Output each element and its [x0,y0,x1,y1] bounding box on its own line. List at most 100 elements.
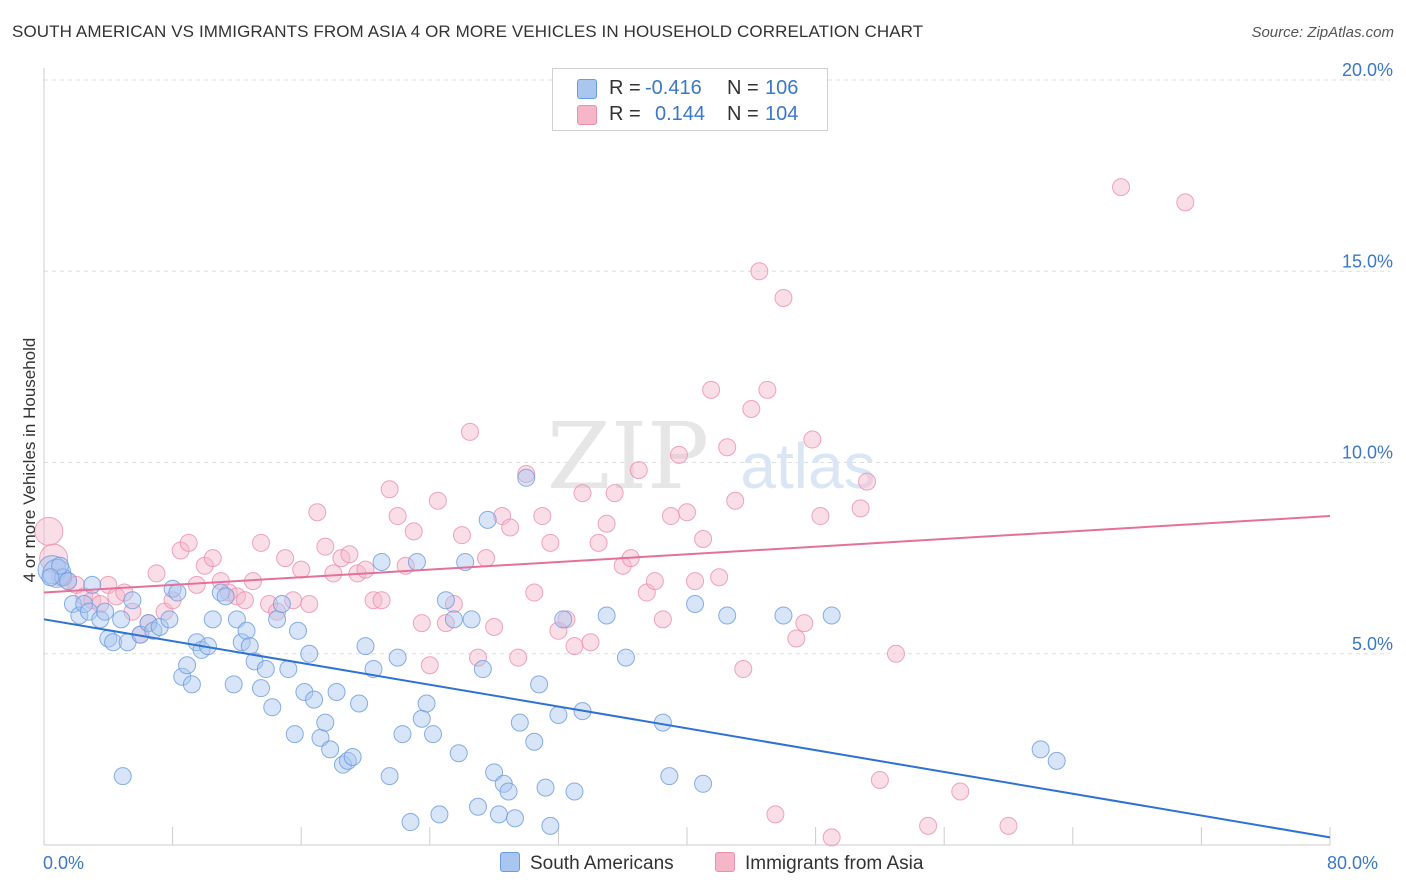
point-immigrants-from-asia [147,564,166,583]
point-south-americans [499,782,518,801]
point-south-americans [469,797,488,816]
point-south-americans [173,667,192,686]
point-immigrants-from-asia [316,537,335,556]
point-immigrants-from-asia [452,526,471,545]
point-south-americans [694,774,713,793]
point-immigrants-from-asia [485,617,504,636]
point-immigrants-from-asia [951,782,970,801]
point-immigrants-from-asia [803,430,822,449]
x-tick-max: 80.0% [1327,853,1379,873]
point-south-americans [660,767,679,786]
point-immigrants-from-asia [1112,178,1131,197]
point-south-americans [321,740,340,759]
legend-swatch-pink [577,105,597,125]
watermark-atlas: atlas [740,430,875,502]
point-south-americans [279,660,298,679]
legend-n-value: 106 [765,77,799,99]
point-south-americans [240,637,259,656]
point-immigrants-from-asia [734,660,753,679]
y-tick-label: 15.0% [1342,251,1393,271]
bottom-legend-swatch-pink [715,852,735,872]
point-south-americans [59,572,78,591]
point-south-americans [449,744,468,763]
chart-title: SOUTH AMERICAN VS IMMIGRANTS FROM ASIA 4… [12,22,924,41]
legend-r-label: R = [609,103,641,125]
point-immigrants-from-asia [203,549,222,568]
point-immigrants-from-asia [501,518,520,537]
point-south-americans [525,732,544,751]
point-immigrants-from-asia [858,472,877,491]
point-south-americans [597,606,616,625]
point-immigrants-from-asia [565,637,584,656]
point-south-americans [327,683,346,701]
point-immigrants-from-asia [252,533,271,552]
bottom-legend-south-americans: South Americans [500,852,674,875]
point-south-americans [237,621,256,640]
point-south-americans [436,591,455,610]
y-tick-label: 20.0% [1342,60,1393,80]
point-south-americans [718,606,737,625]
point-south-americans [456,552,475,571]
point-immigrants-from-asia [477,549,496,568]
point-south-americans [305,690,324,709]
bottom-legend-label: South Americans [530,853,674,874]
point-south-americans [316,713,335,732]
point-south-americans [372,552,391,571]
point-south-americans [224,675,243,694]
point-south-americans [401,813,420,832]
point-south-americans [263,698,282,717]
point-south-americans [774,606,793,625]
point-immigrants-from-asia [404,522,423,541]
grid-lines [44,79,1390,655]
bottom-legend-swatch-blue [500,852,520,872]
point-immigrants-from-asia [428,491,447,510]
point-south-americans [252,679,271,698]
y-tick-labels: 5.0% 10.0% 15.0% 20.0% [1342,60,1393,654]
point-south-americans [1047,751,1066,770]
point-immigrants-from-asia [276,549,295,568]
point-south-americans [203,610,222,629]
point-immigrants-from-asia [300,595,319,614]
legend-swatch-blue [577,79,597,99]
correlation-legend: R = -0.416 N = 106 R = 0.144 N = 104 [552,68,828,131]
point-immigrants-from-asia [851,499,870,518]
point-immigrants-from-asia [581,633,600,652]
point-south-americans [256,660,275,679]
point-south-americans [160,610,179,629]
point-immigrants-from-asia [678,503,696,522]
point-south-americans [407,552,426,571]
point-immigrants-from-asia [541,533,560,552]
point-immigrants-from-asia [525,583,544,602]
point-immigrants-from-asia [661,507,680,526]
series-south-americans-points [37,468,1066,835]
point-immigrants-from-asia [412,614,431,633]
x-tick-min: 0.0% [43,853,85,873]
legend-n-label: N = [727,77,759,99]
point-south-americans [295,683,314,701]
point-immigrants-from-asia [718,438,737,457]
point-south-americans [300,644,319,663]
point-south-americans [268,610,287,629]
legend-r-value: -0.416 [645,77,702,99]
y-tick-label: 5.0% [1352,634,1393,654]
point-south-americans [272,595,291,614]
point-immigrants-from-asia [702,380,721,399]
point-immigrants-from-asia [766,805,785,824]
point-south-americans [288,621,307,640]
point-south-americans [822,606,841,625]
point-immigrants-from-asia [597,514,616,533]
point-south-americans [41,568,60,587]
source-credit: Source: ZipAtlas.com [1251,24,1394,41]
point-south-americans [444,610,463,629]
point-immigrants-from-asia [469,648,488,667]
trend-lines [43,515,1331,839]
point-immigrants-from-asia [919,816,938,835]
point-immigrants-from-asia [999,816,1018,835]
bottom-legend-label: Immigrants from Asia [745,853,924,874]
point-immigrants-from-asia [573,484,592,503]
point-south-americans [150,617,169,636]
point-south-americans [96,602,115,621]
point-south-americans [364,660,383,679]
point-south-americans [356,637,375,656]
